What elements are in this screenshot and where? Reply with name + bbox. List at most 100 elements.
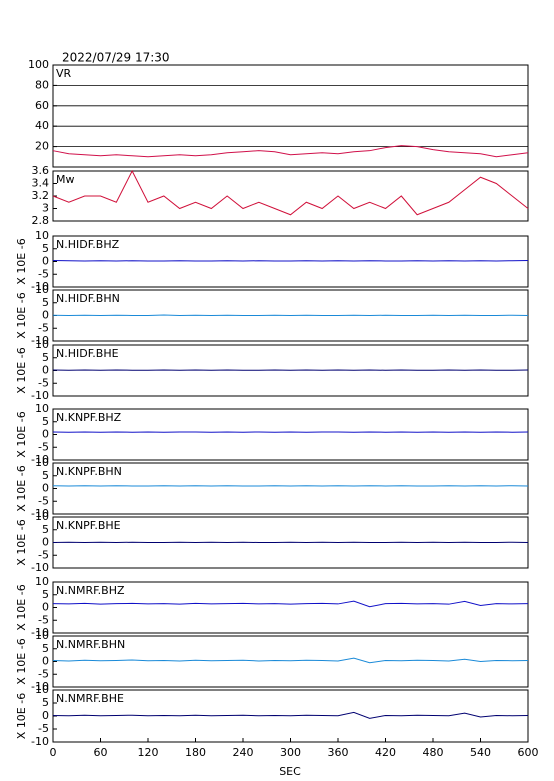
y-axis-label: X 10E -6 (15, 465, 28, 511)
y-tick-label: 10 (35, 629, 49, 642)
y-axis-label: X 10E -6 (15, 693, 28, 739)
x-tick-label: 360 (328, 746, 349, 759)
y-tick-label: -5 (38, 267, 49, 280)
trace (52, 314, 529, 317)
y-tick-label: 100 (28, 58, 49, 71)
chart-title: 2022/07/29 17:30 (62, 51, 170, 65)
y-axis-label: X 10E -6 (15, 238, 28, 284)
y-tick-label: 5 (42, 351, 49, 364)
panel-label: N.KNPF.BHE (56, 519, 121, 532)
y-axis-label: X 10E -6 (15, 519, 28, 565)
y-tick-label: 5 (42, 242, 49, 255)
panel-label: VR (56, 67, 72, 80)
y-tick-label: 10 (35, 456, 49, 469)
panel-label: N.KNPF.BHZ (56, 411, 122, 424)
y-tick-label: 0 (42, 536, 49, 549)
panel-label: N.NMRF.BHN (56, 638, 125, 651)
x-tick-label: 120 (138, 746, 159, 759)
y-axis-label: X 10E -6 (15, 411, 28, 457)
y-tick-label: 10 (35, 338, 49, 351)
y-tick-label: 0 (42, 709, 49, 722)
y-tick-label: 5 (42, 469, 49, 482)
y-tick-label: -10 (31, 735, 49, 748)
x-tick-label: 540 (470, 746, 491, 759)
panel-frame (52, 408, 529, 461)
y-tick-label: 5 (42, 296, 49, 309)
y-axis-label: X 10E -6 (15, 584, 28, 630)
panel-label: N.KNPF.BHN (56, 465, 122, 478)
y-tick-label: 5 (42, 588, 49, 601)
y-tick-label: -5 (38, 440, 49, 453)
x-tick-label: 0 (50, 746, 57, 759)
x-tick-label: 240 (233, 746, 254, 759)
y-tick-label: -5 (38, 321, 49, 334)
y-tick-label: 5 (42, 696, 49, 709)
y-tick-label: -5 (38, 667, 49, 680)
trace (52, 259, 529, 262)
y-tick-label: -5 (38, 613, 49, 626)
y-tick-label: -10 (31, 626, 49, 639)
panel-frame (52, 64, 529, 168)
y-tick-label: -5 (38, 722, 49, 735)
y-tick-label: 10 (35, 683, 49, 696)
y-tick-label: 0 (42, 255, 49, 268)
x-tick-label: 60 (94, 746, 108, 759)
y-tick-label: -10 (31, 680, 49, 693)
y-tick-label: 0 (42, 428, 49, 441)
x-tick-label: 600 (518, 746, 539, 759)
y-tick-label: 10 (35, 402, 49, 415)
y-tick-label: 5 (42, 523, 49, 536)
x-tick-label: 300 (280, 746, 301, 759)
panel-frame (52, 462, 529, 515)
y-tick-label: 10 (35, 510, 49, 523)
trace (52, 711, 529, 719)
x-axis-label: SEC (279, 765, 301, 778)
y-tick-label: 5 (42, 642, 49, 655)
y-tick-label: 10 (35, 283, 49, 296)
y-tick-label: -5 (38, 494, 49, 507)
panel-label: N.HIDF.BHN (56, 292, 120, 305)
y-tick-label: -10 (31, 280, 49, 293)
y-tick-label: 0 (42, 482, 49, 495)
y-tick-label: -10 (31, 507, 49, 520)
y-tick-label: 0 (42, 309, 49, 322)
y-tick-label: -10 (31, 389, 49, 402)
y-tick-label: 40 (35, 119, 49, 132)
y-tick-label: 0 (42, 655, 49, 668)
y-tick-label: -5 (38, 376, 49, 389)
panel-label: N.NMRF.BHE (56, 692, 124, 705)
y-tick-label: -10 (31, 453, 49, 466)
x-tick-label: 420 (375, 746, 396, 759)
y-tick-label: 2.8 (32, 214, 50, 227)
panel-label: N.HIDF.BHZ (56, 238, 120, 251)
y-tick-label: 0 (42, 601, 49, 614)
y-tick-label: 3.6 (32, 164, 50, 177)
y-tick-label: 10 (35, 575, 49, 588)
y-tick-label: -10 (31, 334, 49, 347)
y-tick-label: 3 (42, 202, 49, 215)
trace (52, 145, 529, 158)
trace (52, 657, 529, 664)
panel-label: Mw (56, 173, 75, 186)
panel-label: N.NMRF.BHZ (56, 584, 125, 597)
panel-frame (52, 235, 529, 288)
y-tick-label: 0 (42, 364, 49, 377)
x-tick-label: 180 (185, 746, 206, 759)
trace (52, 600, 529, 608)
y-tick-label: 5 (42, 415, 49, 428)
y-tick-label: -5 (38, 548, 49, 561)
y-tick-label: 3.2 (32, 189, 50, 202)
y-tick-label: 80 (35, 78, 49, 91)
y-tick-label: 60 (35, 99, 49, 112)
x-tick-label: 480 (423, 746, 444, 759)
trace (52, 169, 529, 216)
y-axis-label: X 10E -6 (15, 292, 28, 338)
y-tick-label: 3.4 (32, 177, 50, 190)
y-axis-label: X 10E -6 (15, 347, 28, 393)
y-tick-label: 20 (35, 140, 49, 153)
y-axis-label: X 10E -6 (15, 638, 28, 684)
y-tick-label: -10 (31, 561, 49, 574)
panel-label: N.HIDF.BHE (56, 347, 119, 360)
y-tick-label: 10 (35, 229, 49, 242)
